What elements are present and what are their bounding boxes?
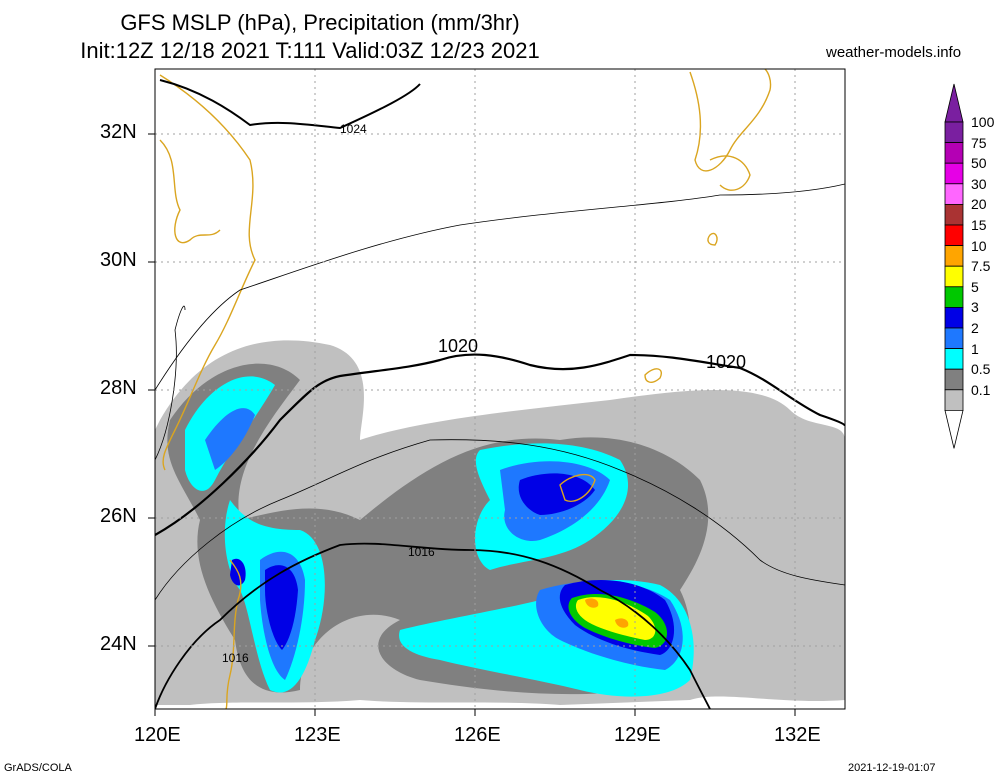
title-line-1: GFS MSLP (hPa), Precipitation (mm/3hr) bbox=[120, 10, 520, 35]
colorbar-label: 0.5 bbox=[971, 361, 991, 378]
site-credit: weather-models.info bbox=[826, 44, 962, 61]
lat-label-28n: 28N bbox=[100, 377, 137, 399]
lon-label-120e: 120E bbox=[134, 724, 181, 746]
coastlines bbox=[159, 69, 772, 709]
isobars bbox=[155, 79, 845, 709]
colorbar-swatch-4 bbox=[944, 203, 964, 226]
colorbar-swatch-11 bbox=[944, 348, 964, 370]
colorbar-label: 15 bbox=[971, 217, 987, 233]
lon-label-123e: 123E bbox=[294, 724, 341, 746]
colorbar-swatch-9 bbox=[944, 306, 964, 329]
lon-label-126e: 126E bbox=[454, 724, 501, 746]
colorbar-label: 100 bbox=[971, 114, 995, 130]
colorbar-swatch-2 bbox=[944, 162, 964, 185]
colorbar-label: 10 bbox=[971, 237, 987, 254]
colorbar-swatch-3 bbox=[944, 183, 964, 205]
footer-software: GrADS/COLA bbox=[4, 762, 72, 774]
colorbar-label: 3 bbox=[971, 299, 979, 316]
colorbar-label: 2 bbox=[971, 320, 979, 336]
footer-timestamp: 2021-12-19-01:07 bbox=[848, 762, 936, 774]
isobar-label-1020-east: 1020 bbox=[706, 352, 746, 372]
isobar-label-1024: 1024 bbox=[340, 122, 367, 136]
isobar-label-1020-west: 1020 bbox=[438, 336, 478, 356]
colorbar-swatch-5 bbox=[944, 224, 964, 247]
colorbar-label: 1 bbox=[971, 340, 979, 357]
colorbar-bottom-arrow bbox=[944, 410, 964, 449]
axis-ticks bbox=[148, 133, 796, 716]
map-area bbox=[155, 69, 845, 709]
lat-label-26n: 26N bbox=[100, 505, 137, 527]
colorbar-label: 5 bbox=[971, 278, 979, 295]
colorbar-swatch-1 bbox=[944, 142, 964, 164]
colorbar-swatch-12 bbox=[944, 368, 964, 391]
lat-label-30n: 30N bbox=[100, 249, 137, 271]
colorbar-label: 20 bbox=[971, 196, 987, 213]
gridlines bbox=[155, 69, 845, 709]
lon-label-132e: 132E bbox=[774, 724, 821, 746]
title-line-2: Init:12Z 12/18 2021 T:111 Valid:03Z 12/2… bbox=[80, 38, 540, 63]
colorbar-swatch-10 bbox=[944, 327, 964, 350]
colorbar-label: 7.5 bbox=[971, 258, 991, 275]
isobar-label-1016-mid: 1016 bbox=[408, 545, 435, 559]
colorbar-swatch-6 bbox=[944, 245, 964, 267]
colorbar-label: 30 bbox=[971, 175, 987, 192]
colorbar-swatch-13 bbox=[944, 389, 964, 411]
precip-heavy bbox=[568, 593, 668, 648]
colorbar-swatch-7 bbox=[944, 265, 964, 288]
colorbar-swatch-8 bbox=[944, 286, 964, 308]
lon-label-129e: 129E bbox=[614, 724, 661, 746]
lat-label-24n: 24N bbox=[100, 633, 137, 655]
colorbar-label: 50 bbox=[971, 155, 987, 172]
lat-label-32n: 32N bbox=[100, 121, 137, 143]
isobar-label-1016-west: 1016 bbox=[222, 651, 249, 665]
colorbar-label: 0.1 bbox=[971, 381, 991, 398]
colorbar-swatch-0 bbox=[944, 121, 964, 144]
colorbar-label: 75 bbox=[971, 134, 987, 151]
colorbar bbox=[944, 83, 964, 449]
map-frame bbox=[154, 68, 846, 710]
colorbar-top-arrow bbox=[944, 83, 964, 123]
